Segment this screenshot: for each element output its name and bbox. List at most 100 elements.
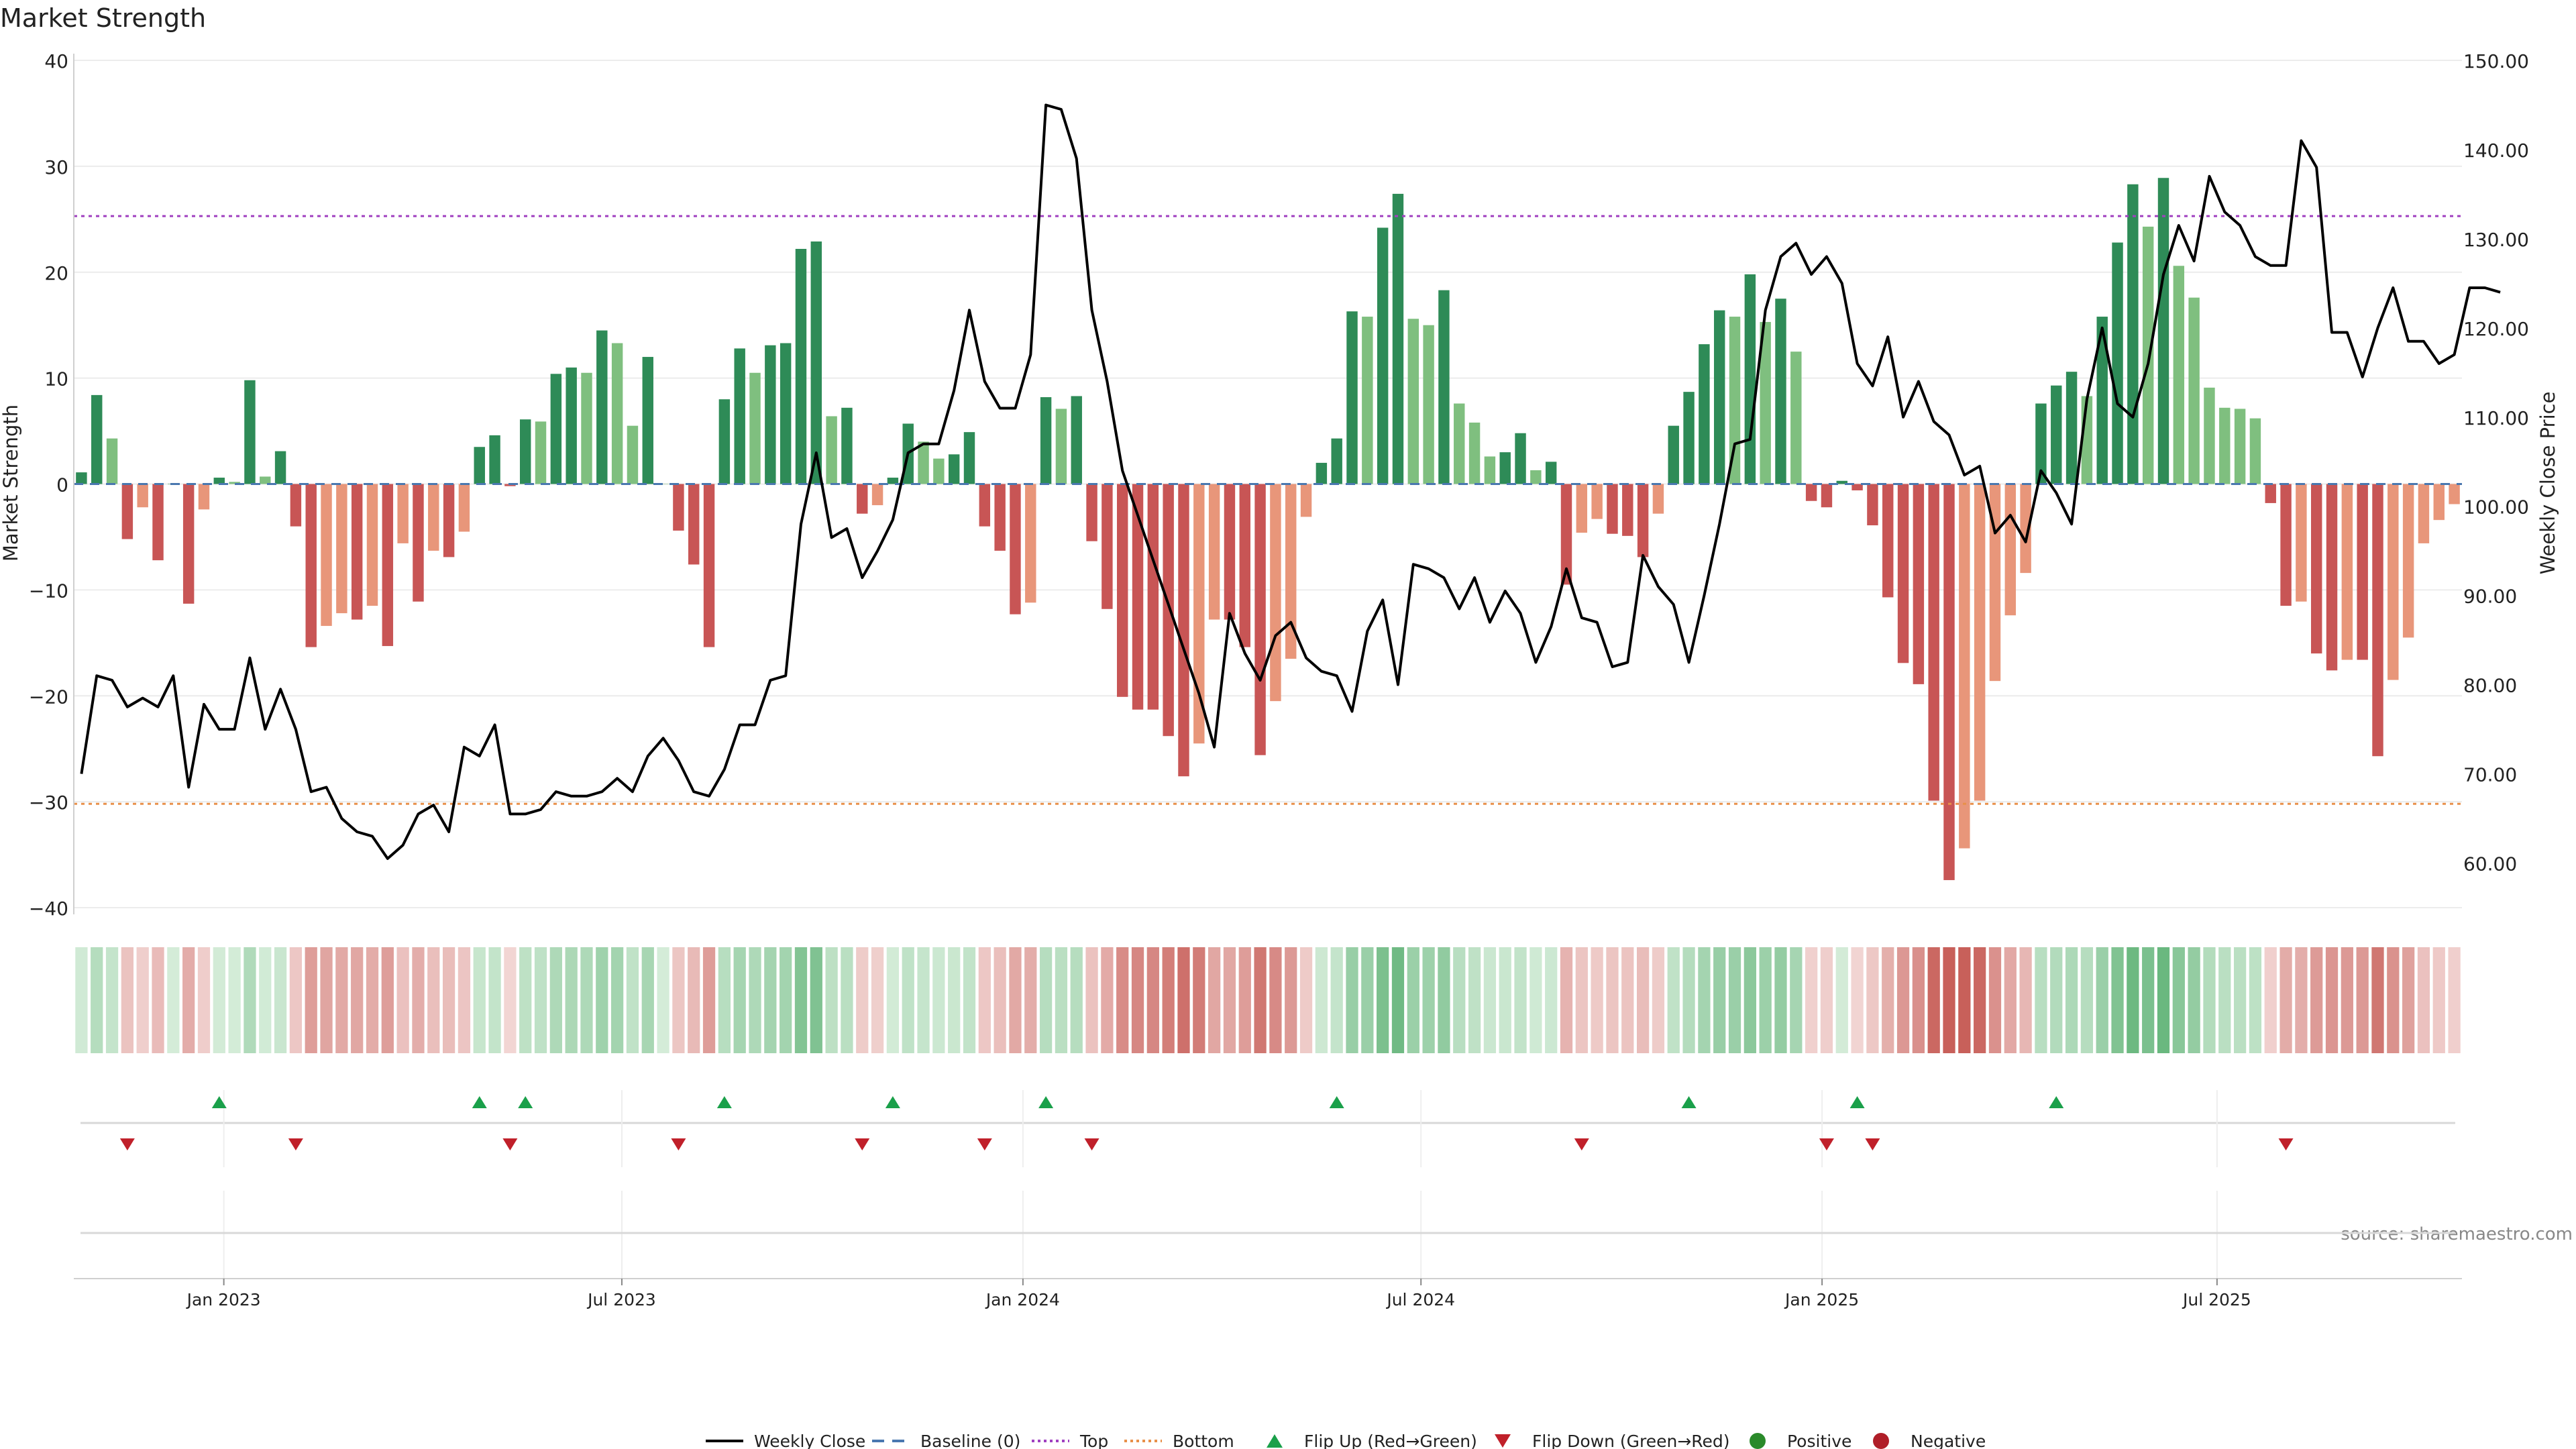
- strip-cell: [1269, 947, 1282, 1053]
- strength-bar: [1713, 310, 1725, 484]
- flip-up-marker: [1849, 1096, 1865, 1108]
- strip-cell: [596, 947, 608, 1053]
- strip-cell: [2417, 947, 2430, 1053]
- strength-bar: [1683, 392, 1695, 484]
- left-tick-label: 20: [44, 262, 68, 284]
- strength-bar: [1025, 484, 1036, 603]
- strip-cell: [626, 947, 639, 1053]
- strip-cell: [1759, 947, 1772, 1053]
- strip-cell: [1208, 947, 1221, 1053]
- strip-cell: [1315, 947, 1328, 1053]
- strip-cell: [657, 947, 669, 1053]
- strength-bar: [1193, 484, 1205, 744]
- strip-cell: [121, 947, 133, 1053]
- strip-cell: [810, 947, 822, 1053]
- strength-bar: [1163, 484, 1174, 737]
- strength-bar: [152, 484, 164, 561]
- strip-cell: [1407, 947, 1419, 1053]
- strip-cell: [1085, 947, 1098, 1053]
- strength-bar: [918, 441, 929, 484]
- strength-bar: [1775, 299, 1786, 484]
- strength-bar: [1468, 422, 1481, 484]
- flip-down-marker: [119, 1138, 135, 1150]
- flip-up-marker: [1329, 1096, 1344, 1108]
- strength-bar: [795, 249, 807, 484]
- strip-cell: [1682, 947, 1695, 1053]
- strip-cell: [2019, 947, 2032, 1053]
- strip-cell: [2432, 947, 2445, 1053]
- strength-bar: [780, 343, 792, 484]
- flip-up-marker: [1038, 1096, 1054, 1108]
- x-tick-label: Jan 2025: [1784, 1290, 1859, 1309]
- strip-cell: [780, 947, 792, 1053]
- strip-cell: [902, 947, 914, 1053]
- strength-bar: [1530, 470, 1542, 484]
- strength-bar: [703, 484, 715, 647]
- strength-bar: [1407, 319, 1419, 484]
- strength-bar: [611, 343, 623, 484]
- strength-bar: [106, 438, 118, 484]
- strength-bar: [1499, 452, 1511, 484]
- strength-bar: [734, 348, 745, 484]
- strength-bar: [519, 419, 531, 484]
- right-axis-label: Weekly Close Price: [2536, 392, 2559, 575]
- strength-bar: [2402, 484, 2414, 638]
- flip-up-marker: [716, 1096, 732, 1108]
- right-tick-label: 70.00: [2463, 764, 2517, 786]
- strip-cell: [1162, 947, 1175, 1053]
- strip-cell: [105, 947, 119, 1053]
- strip-cell: [1728, 947, 1741, 1053]
- strength-bar: [1010, 484, 1021, 614]
- strip-cell: [2371, 947, 2384, 1053]
- strip-cell: [366, 947, 379, 1053]
- left-tick-label: −40: [29, 898, 68, 920]
- flip-up-marker: [518, 1096, 533, 1108]
- strip-cell: [305, 947, 317, 1053]
- legend-flip-up-swatch: [1267, 1434, 1283, 1448]
- strength-bar: [351, 484, 363, 620]
- strength-bar: [244, 380, 256, 484]
- strength-bar: [581, 372, 592, 484]
- flip-up-marker: [211, 1096, 227, 1108]
- strip-cell: [1713, 947, 1726, 1053]
- strip-cell: [1805, 947, 1818, 1053]
- legend-flip-down-swatch: [1495, 1434, 1511, 1448]
- strength-bar: [1224, 484, 1236, 620]
- strength-bar: [382, 484, 394, 647]
- strength-bar: [596, 330, 608, 484]
- strip-cell: [534, 947, 547, 1053]
- strength-bar: [1484, 456, 1496, 484]
- strength-bars: [76, 178, 2460, 880]
- strength-bar: [198, 484, 210, 510]
- strength-bar: [2096, 317, 2108, 484]
- strip-cell: [412, 947, 425, 1053]
- strip-cell: [1974, 947, 1986, 1053]
- flip-down-marker: [1084, 1138, 1099, 1150]
- strip-cell: [963, 947, 976, 1053]
- flip-down-marker: [855, 1138, 870, 1150]
- strength-bar: [1974, 484, 1986, 801]
- axes: 40 30 20 10 0 −10 −20 −30 −40 150.00 140.00 130.00 1…: [29, 50, 2529, 920]
- strength-bar: [1331, 438, 1342, 484]
- strength-bar: [1622, 484, 1633, 536]
- strip-cell: [1039, 947, 1053, 1053]
- strength-bar: [260, 476, 271, 484]
- strength-bar: [305, 484, 317, 647]
- strip-cell: [580, 947, 593, 1053]
- strip-cell: [1958, 947, 1971, 1053]
- left-axis-label: Market Strength: [0, 405, 22, 561]
- lower-panel: [80, 1191, 2455, 1278]
- strip-cell: [1943, 947, 1955, 1053]
- strength-bar: [1607, 484, 1618, 534]
- flip-down-marker: [1865, 1138, 1880, 1150]
- strip-cell: [2295, 947, 2308, 1053]
- left-tick-label: 40: [44, 50, 68, 72]
- strength-bar: [2173, 266, 2185, 484]
- strip-cell: [994, 947, 1006, 1053]
- strip-cell: [1545, 947, 1558, 1053]
- legend-label: Flip Up (Red→Green): [1304, 1432, 1477, 1449]
- right-tick-label: 80.00: [2463, 675, 2517, 697]
- flip-up-marker: [1681, 1096, 1697, 1108]
- strip-cell: [1698, 947, 1711, 1053]
- strip-cell: [1146, 947, 1159, 1053]
